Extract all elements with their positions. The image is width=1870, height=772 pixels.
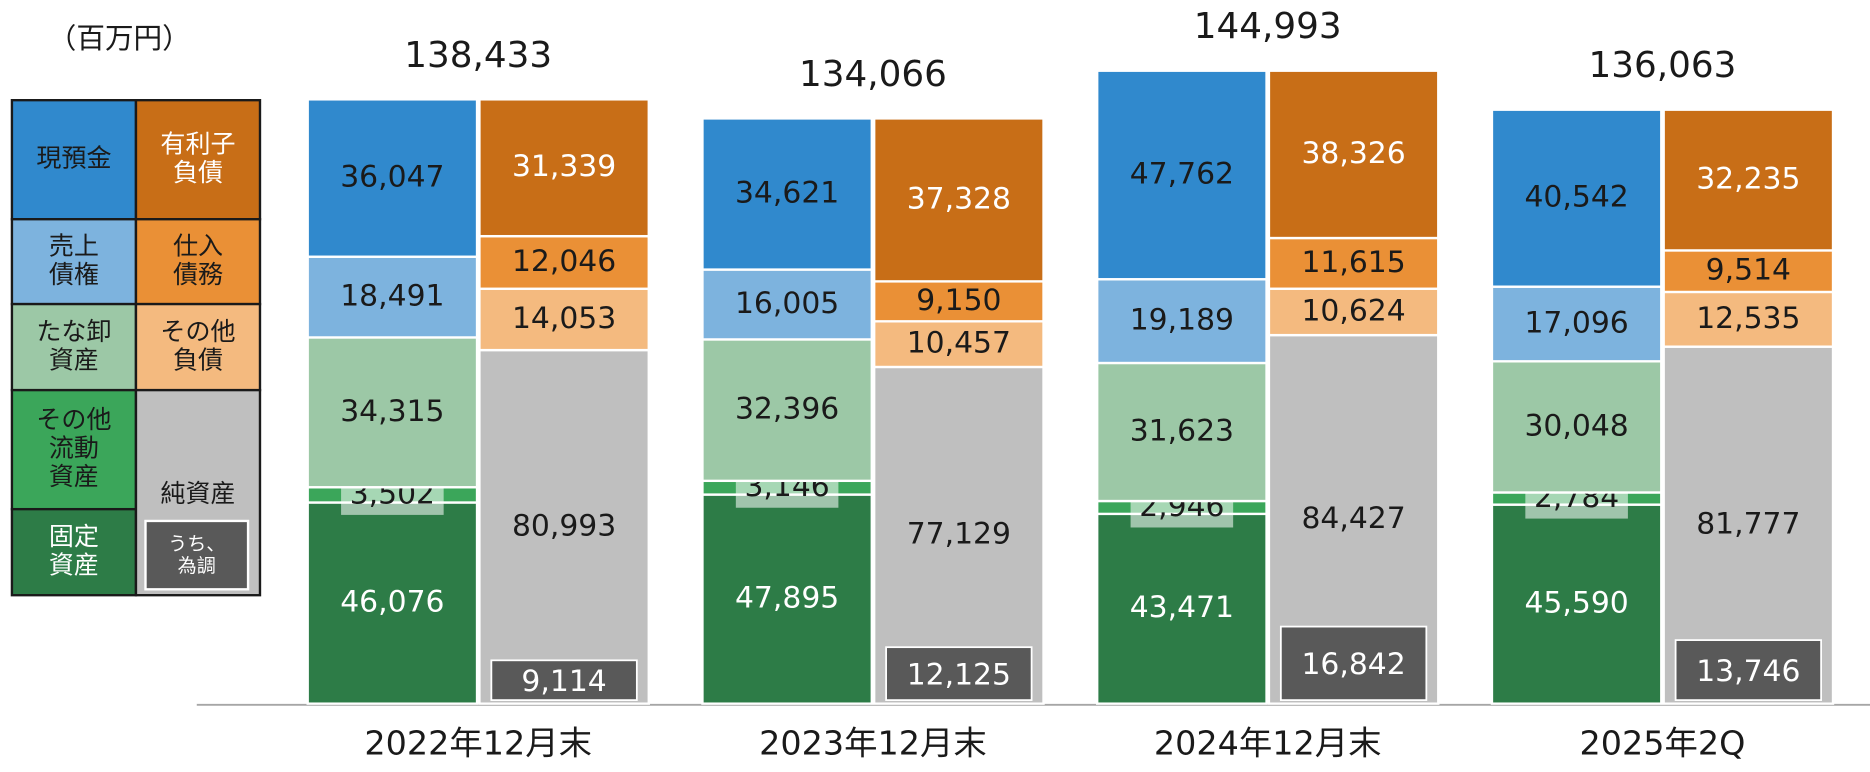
bar-segment [1490,285,1663,363]
value-label: 31,339 [512,148,616,183]
legend-label: その他負債 [160,317,235,374]
bar-segment [478,234,650,290]
legend-cell [134,302,262,392]
inset-label: 13,746 [1696,653,1800,688]
value-label: 34,315 [340,393,444,428]
value-label: 17,096 [1524,305,1628,340]
value-label: 32,235 [1696,161,1800,196]
bar-segment [1490,108,1663,288]
value-label: 43,471 [1130,589,1234,624]
value-label: 45,590 [1524,585,1628,620]
inset-label: 9,114 [521,663,606,698]
bar-segment [872,280,1045,323]
value-label: 80,993 [512,507,616,542]
value-label: 47,895 [735,580,839,615]
bar-segment [478,348,650,705]
inset-bar [885,646,1033,701]
legend-cell [10,99,138,221]
legend-cell [10,507,138,597]
bar-segment [306,255,479,339]
inset-label: 16,842 [1301,646,1405,681]
legend-label: 現預金 [36,144,111,173]
value-label: 30,048 [1524,408,1628,443]
value-label: 40,542 [1524,179,1628,214]
legend-label: 純資産 [160,479,235,508]
value-label: 19,189 [1130,302,1234,337]
inset-bar [1279,625,1428,701]
value-label: 31,623 [1130,413,1234,448]
total-label: 134,066 [799,54,947,95]
legend-cell [10,388,138,511]
legend-cell [134,99,262,221]
bar-segment [1662,249,1835,294]
inset-bar [490,659,638,701]
bar-segment [1096,69,1268,281]
value-label: 18,491 [340,278,444,313]
value-label: 81,777 [1696,506,1800,541]
value-label: 36,047 [340,159,444,194]
bar-segment [1662,108,1835,252]
value-label: 10,624 [1301,293,1405,328]
bar-segment [1490,503,1663,705]
value-label: 32,396 [735,391,839,426]
legend-label: 有利子負債 [160,130,235,187]
value-label: 16,005 [735,285,839,320]
bar-segment [1490,360,1663,494]
bar-segment [1096,278,1268,365]
value-label: 77,129 [907,516,1011,551]
bar-segment [1267,69,1440,240]
bar-segment [701,338,873,483]
bar-segment [872,117,1045,283]
total-label: 136,063 [1589,45,1737,86]
x-tick-label: 2025年2Q [1580,724,1746,763]
value-label: 9,514 [1706,252,1791,287]
bar-segment [306,501,479,705]
legend-label: うち、為調 [168,533,225,577]
bar-segment [478,287,650,352]
bar-segment [701,117,873,271]
legend-label: 仕入債務 [173,232,223,289]
legend-label: 固定資産 [49,522,99,579]
value-label: 34,621 [735,175,839,210]
legend-cell [10,218,138,306]
total-label: 144,993 [1194,6,1342,47]
value-label: 46,076 [340,584,444,619]
bar-segment [701,493,873,705]
unit-label: （百万円） [48,22,191,55]
value-label: 9,150 [916,282,1001,317]
value-label: 38,326 [1301,135,1405,170]
bar-segment [701,268,873,341]
value-label: 84,427 [1301,500,1405,535]
inset-label: 12,125 [907,657,1011,692]
legend-label: その他流動資産 [36,405,111,491]
bar-segment [1267,236,1440,290]
inset-bar [1674,639,1822,701]
bar-segment [1096,361,1268,503]
value-label: 14,053 [512,300,616,335]
x-tick-label: 2024年12月末 [1154,724,1382,763]
legend-label: 売上債権 [49,232,99,289]
legend-inset [144,519,250,591]
value-label: 12,535 [1696,300,1800,335]
value-label: 12,046 [512,243,616,278]
bar-segment [1096,512,1268,705]
value-label: 11,615 [1301,244,1405,279]
value-label: 10,457 [907,325,1011,360]
legend-cell [134,218,262,306]
bar-segment [1662,290,1835,348]
legend-label: たな卸資産 [36,317,111,374]
bar-segment [306,98,479,258]
bar-segment [306,336,479,489]
bar-segment [478,98,650,238]
x-tick-label: 2023年12月末 [759,724,987,763]
value-label: 47,762 [1130,156,1234,191]
total-label: 138,433 [404,35,552,76]
x-tick-label: 2022年12月末 [364,724,592,763]
value-label: 37,328 [907,181,1011,216]
